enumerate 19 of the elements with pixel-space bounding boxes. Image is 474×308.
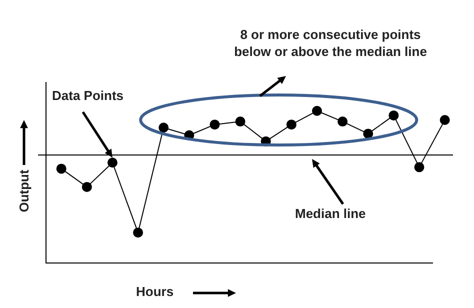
point [133,228,144,238]
x-axis-title: Hours [136,284,174,299]
text: Data Points [52,88,124,103]
point [440,115,450,126]
point [107,158,118,168]
y-axis-title: Output [16,170,32,212]
point [56,164,66,174]
point [235,116,246,127]
point [286,120,296,130]
point [414,162,424,172]
ref-line-label: Median line [295,206,366,221]
point [338,116,348,127]
point [210,120,220,130]
point [312,106,322,116]
point [158,122,169,133]
text: 8 or more consecutive points below or above the median line [233,26,428,60]
point [82,182,92,192]
point [363,128,374,139]
point [388,110,399,120]
